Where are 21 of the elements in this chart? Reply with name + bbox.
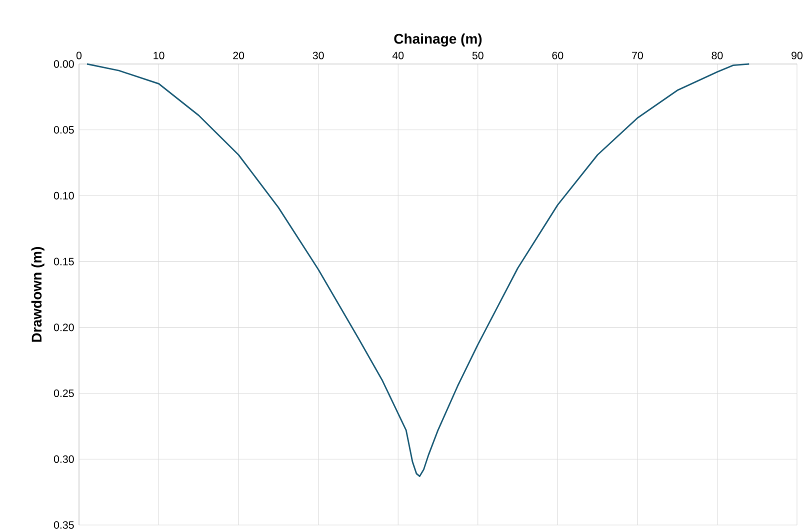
y-axis-title: Drawdown (m) bbox=[31, 246, 44, 342]
x-tick-label: 80 bbox=[712, 52, 723, 60]
x-tick-label: 30 bbox=[312, 52, 324, 60]
y-tick-label: 0.10 bbox=[54, 192, 74, 200]
x-tick-label: 0 bbox=[76, 52, 82, 60]
x-tick-label: 60 bbox=[552, 52, 564, 60]
x-tick-label: 90 bbox=[792, 52, 803, 60]
y-tick-label: 0.35 bbox=[54, 521, 74, 529]
x-tick-label: 70 bbox=[632, 52, 643, 60]
x-tick-label: 20 bbox=[233, 52, 244, 60]
y-tick-label: 0.25 bbox=[54, 390, 74, 398]
y-tick-label: 0.30 bbox=[54, 455, 74, 463]
y-tick-label: 0.20 bbox=[54, 324, 74, 332]
x-tick-label: 10 bbox=[154, 52, 164, 60]
line-series bbox=[86, 63, 750, 477]
y-tick-label: 0.05 bbox=[54, 126, 74, 134]
y-tick-label: 0.15 bbox=[54, 258, 74, 266]
x-tick-label: 40 bbox=[392, 52, 404, 60]
y-tick-label: 0.00 bbox=[54, 60, 74, 68]
x-tick-label: 50 bbox=[472, 52, 484, 60]
x-axis-title: Chainage (m) bbox=[394, 33, 482, 47]
